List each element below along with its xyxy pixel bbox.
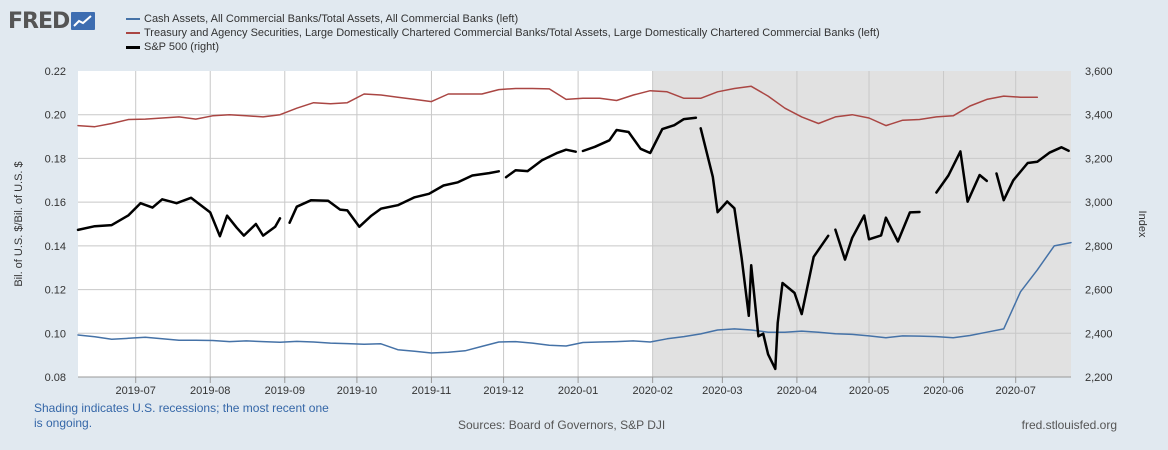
x-tick-label: 2020-05 <box>849 385 889 397</box>
grid-lines <box>78 71 1071 377</box>
legend-item-cash-assets: Cash Assets, All Commercial Banks/Total … <box>126 12 518 26</box>
left-tick-label: 0.22 <box>45 66 66 78</box>
sp500-line <box>76 196 282 238</box>
sources-text: Sources: Board of Governors, S&P DJI <box>458 418 666 432</box>
recession-note: Shading indicates U.S. recessions; the m… <box>34 401 329 430</box>
x-tick-label: 2019-09 <box>265 385 305 397</box>
left-tick-label: 0.16 <box>45 197 66 209</box>
right-tick-label: 3,400 <box>1085 110 1113 122</box>
right-tick-label: 2,800 <box>1085 241 1113 253</box>
right-tick-label: 3,600 <box>1085 66 1113 78</box>
x-tick-label: 2020-03 <box>702 385 742 397</box>
chart-svg: 0.08 2,200 0.10 2,400 0.12 2,600 0.14 2,800 0.16… <box>13 66 1148 397</box>
x-tick-label: 2020-02 <box>632 385 672 397</box>
sp500-line <box>699 127 830 371</box>
x-tick-label: 2020-07 <box>996 385 1036 397</box>
right-tick-label: 2,200 <box>1085 372 1113 384</box>
x-tick-label: 2019-12 <box>483 385 523 397</box>
cash-assets-line <box>77 241 1072 354</box>
sp500-line <box>995 146 1070 202</box>
x-tick-label: 2019-08 <box>190 385 230 397</box>
x-tick-label: 2020-04 <box>777 385 817 397</box>
legend-item-sp500: S&P 500 (right) <box>126 40 219 54</box>
x-tick-label: 2020-06 <box>923 385 963 397</box>
sp500-line <box>288 170 501 229</box>
x-tick-label: 2020-01 <box>558 385 598 397</box>
x-tick-label: 2019-07 <box>116 385 156 397</box>
legend-label: Treasury and Agency Securities, Large Do… <box>144 27 880 39</box>
sp500-line <box>935 150 989 203</box>
legend-swatch <box>126 45 140 49</box>
sp500-line <box>581 116 698 155</box>
legend-swatch <box>126 32 140 34</box>
left-tick-label: 0.10 <box>45 328 66 340</box>
left-axis-label: Bil. of U.S. $/Bil. of U.S. $ <box>13 161 25 286</box>
right-tick-label: 2,600 <box>1085 285 1113 297</box>
legend-label: Cash Assets, All Commercial Banks/Total … <box>144 13 519 25</box>
x-tick-label: 2019-10 <box>337 385 377 397</box>
sp500-line <box>504 148 577 179</box>
axes: 0.08 2,200 0.10 2,400 0.12 2,600 0.14 2,800 0.16… <box>45 66 1113 397</box>
sp500-line <box>834 210 921 261</box>
legend-item-treasury-securities: Treasury and Agency Securities, Large Do… <box>126 26 880 40</box>
legend-swatch <box>126 18 140 20</box>
site-url-link[interactable]: fred.stlouisfed.org <box>1021 418 1117 432</box>
left-tick-label: 0.12 <box>45 285 66 297</box>
right-axis-label: Index <box>1136 211 1148 238</box>
right-tick-label: 3,000 <box>1085 197 1113 209</box>
logo-text: FRED <box>8 8 70 34</box>
fred-logo[interactable]: FRED <box>8 8 96 34</box>
left-tick-label: 0.20 <box>45 110 66 122</box>
data-series <box>76 85 1072 371</box>
left-tick-label: 0.14 <box>45 241 66 253</box>
right-tick-label: 3,200 <box>1085 153 1113 165</box>
line-chart-icon <box>71 12 96 30</box>
treasury-securities-line <box>77 85 1039 128</box>
left-tick-label: 0.18 <box>45 153 66 165</box>
right-tick-label: 2,400 <box>1085 328 1113 340</box>
left-tick-label: 0.08 <box>45 372 66 384</box>
legend-label: S&P 500 (right) <box>144 41 220 53</box>
x-tick-label: 2019-11 <box>412 385 452 397</box>
